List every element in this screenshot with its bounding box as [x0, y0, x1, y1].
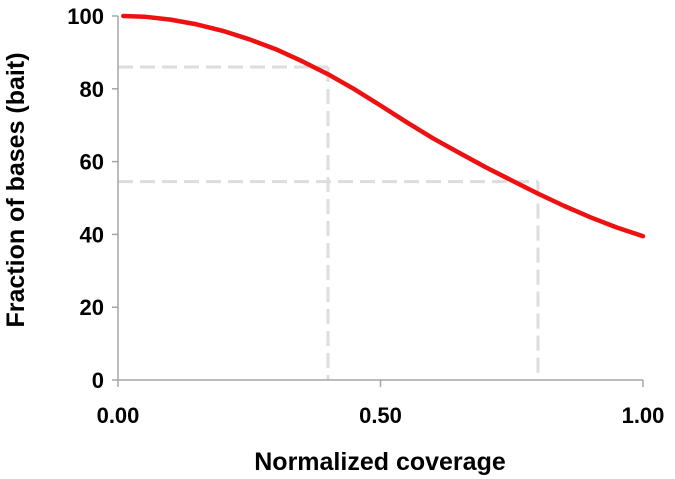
y-tick-label-60: 60 [80, 150, 104, 175]
y-axis-title: Fraction of bases (bait) [2, 52, 30, 327]
y-tick-label-40: 40 [80, 222, 104, 247]
x-tick-label-0: 0.00 [97, 403, 140, 428]
y-tick-label-100: 100 [67, 4, 104, 29]
axes [112, 15, 644, 387]
reference-lines [118, 65, 540, 380]
y-tick-label-0: 0 [92, 368, 104, 393]
y-tick-label-20: 20 [80, 295, 104, 320]
series-layer [121, 13, 646, 239]
x-axis-title: Normalized coverage [254, 448, 506, 476]
x-tick-label-2: 1.00 [622, 403, 665, 428]
x-tick-label-1: 0.50 [359, 403, 402, 428]
y-tick-label-80: 80 [80, 77, 104, 102]
tick-labels: 0 20 40 60 80 100 0.00 0.50 1.00 [67, 4, 664, 428]
series-line-1 [121, 13, 646, 239]
